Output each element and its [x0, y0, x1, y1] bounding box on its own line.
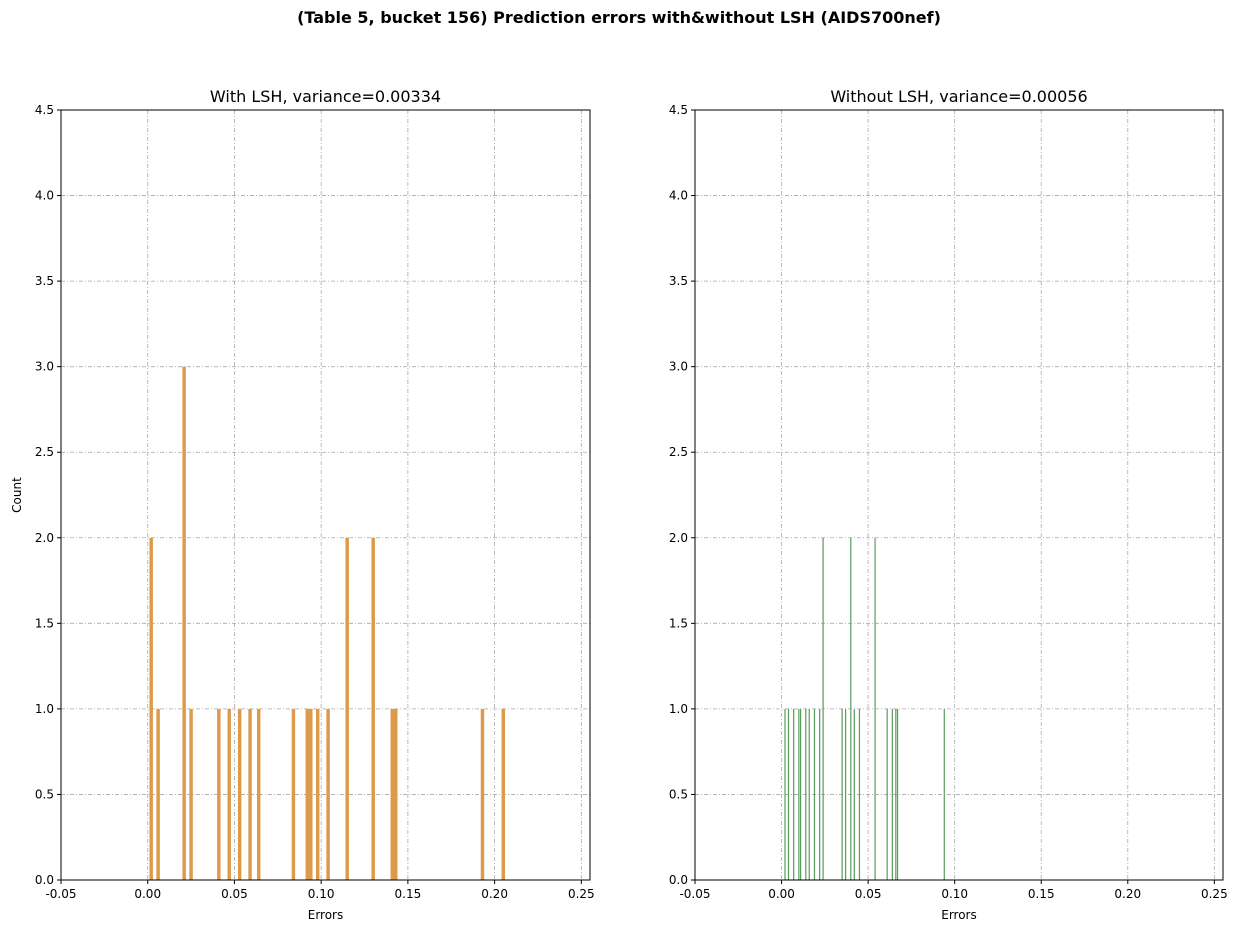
axes-frame	[60, 109, 591, 881]
histogram-bar	[943, 708, 945, 880]
y-tick-label: 4.5	[35, 103, 54, 117]
histogram-bar	[819, 708, 821, 880]
histogram-bar	[891, 708, 893, 880]
histogram-bar	[480, 708, 485, 880]
y-tick-label: 0.5	[35, 787, 54, 801]
histogram-bar	[217, 708, 221, 880]
y-tick-label: 1.0	[35, 702, 54, 716]
histogram-bar	[248, 708, 252, 880]
histogram-bar	[315, 708, 320, 880]
y-tick-label: 3.5	[35, 274, 54, 288]
y-tick-label: 0.0	[669, 873, 688, 887]
x-tick-label: -0.05	[45, 887, 76, 901]
histogram-bar	[841, 708, 843, 880]
x-tick-label: 0.15	[395, 887, 422, 901]
histogram-bar	[799, 708, 802, 880]
subplot-1: -0.05 0.00 0.05 0.10 0.15 0.20 0.25 0.0 0.5 1.0 1.…	[10, 87, 595, 922]
histogram-bar	[850, 537, 852, 880]
y-tick-label: 0.5	[669, 787, 688, 801]
histogram-bar	[309, 708, 313, 880]
histogram-bar	[808, 708, 810, 880]
x-tick-label: 0.20	[1114, 887, 1141, 901]
histogram-bar	[798, 708, 800, 880]
histogram-bar	[182, 366, 186, 881]
subplot-2: -0.05 0.00 0.05 0.10 0.15 0.20 0.25 0.0 0.5 1.0 1.…	[669, 87, 1228, 922]
x-tick-label: 0.10	[308, 887, 335, 901]
x-tick-label: -0.05	[679, 887, 710, 901]
y-tick-label: 4.0	[35, 189, 54, 203]
y-axis-label: Count	[10, 477, 24, 513]
x-tick-label: 0.25	[568, 887, 595, 901]
histogram-bar	[291, 708, 296, 880]
histogram-bar	[805, 708, 807, 880]
x-tick-label: 0.05	[855, 887, 882, 901]
histogram-bar	[501, 708, 506, 880]
histogram-bar	[189, 708, 193, 880]
x-axis-label: Errors	[941, 908, 977, 922]
y-tick-label: 1.5	[35, 616, 54, 630]
x-tick-label: 0.00	[768, 887, 795, 901]
histogram-bar	[326, 708, 330, 880]
y-tick-label: 1.0	[669, 702, 688, 716]
histogram-bar	[784, 708, 786, 880]
histogram-bar	[793, 708, 795, 880]
x-axis-label: Errors	[308, 908, 344, 922]
histogram-bar	[813, 708, 816, 880]
histogram-bar	[149, 537, 153, 880]
y-tick-label: 0.0	[35, 873, 54, 887]
histogram-bar	[858, 708, 861, 880]
histogram-bar	[394, 708, 398, 880]
histogram-bar	[156, 708, 160, 880]
histogram-bar	[822, 537, 824, 880]
histogram-bar	[345, 537, 349, 880]
x-tick-label: 0.05	[221, 887, 248, 901]
axes-frame	[694, 109, 1224, 881]
histogram-bar	[390, 708, 395, 880]
subplot-title: Without LSH, variance=0.00056	[830, 87, 1087, 106]
y-tick-label: 1.5	[669, 616, 688, 630]
histogram-bar	[237, 708, 242, 880]
x-tick-label: 0.10	[941, 887, 968, 901]
x-tick-label: 0.20	[481, 887, 508, 901]
histogram-bar	[845, 708, 847, 880]
x-tick-label: 0.15	[1028, 887, 1055, 901]
y-tick-label: 4.0	[669, 189, 688, 203]
histogram-bar	[874, 537, 876, 880]
histogram-bar	[895, 708, 897, 880]
y-tick-label: 3.0	[669, 360, 688, 374]
histogram-bar	[886, 708, 888, 880]
y-tick-label: 2.0	[35, 531, 54, 545]
subplot-title: With LSH, variance=0.00334	[210, 87, 441, 106]
histogram-bar	[853, 708, 855, 880]
y-tick-label: 4.5	[669, 103, 688, 117]
histogram-bar	[256, 708, 261, 880]
x-tick-label: 0.00	[134, 887, 161, 901]
y-tick-label: 2.5	[35, 445, 54, 459]
y-tick-label: 2.0	[669, 531, 688, 545]
histogram-bar	[896, 708, 899, 880]
histogram-bar	[305, 708, 310, 880]
y-tick-label: 3.5	[669, 274, 688, 288]
histogram-bar	[227, 708, 231, 880]
histogram-bar	[371, 537, 375, 880]
histogram-bar	[787, 708, 790, 880]
figure-title: (Table 5, bucket 156) Prediction errors …	[297, 8, 941, 27]
x-tick-label: 0.25	[1201, 887, 1228, 901]
y-tick-label: 2.5	[669, 445, 688, 459]
y-tick-label: 3.0	[35, 360, 54, 374]
